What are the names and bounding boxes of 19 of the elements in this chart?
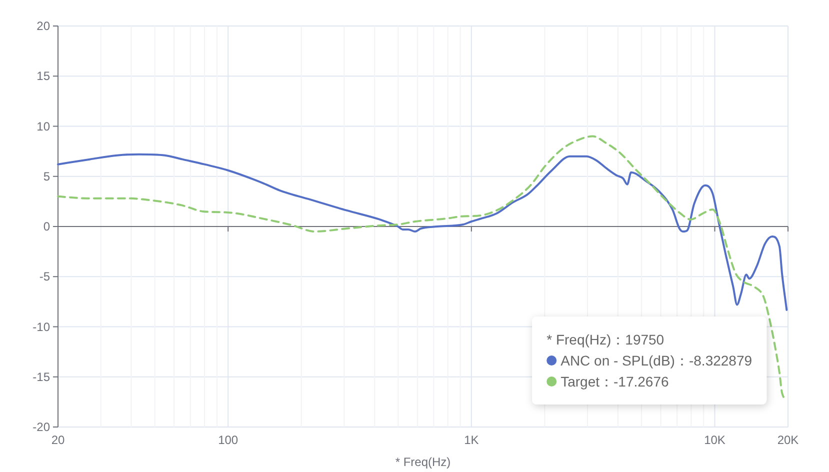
annotation: ：-17.2676 [600,374,670,390]
legend-label: Target [560,374,600,390]
x-tick-label: 20K [777,433,799,447]
x-tick-label: 1K [464,433,479,447]
y-tick-label: 15 [36,69,50,84]
y-tick-label: -10 [32,320,50,334]
y-tick-label: -5 [39,270,50,284]
legend-title: * Freq(Hz)：19750 [546,332,664,348]
legend-label: ANC on - SPL(dB) [560,352,675,368]
annotation: ：-8.322879 [674,352,752,368]
y-tick-label: 5 [43,169,50,184]
y-tick-label: -15 [32,370,50,384]
x-tick-label: 10K [704,433,726,447]
x-tick-label: 100 [218,433,238,447]
x-axis-title: * Freq(Hz) [395,455,451,469]
y-tick-label: 0 [43,220,50,234]
y-tick-label: -20 [32,420,50,434]
y-tick-label: 10 [36,119,50,134]
y-tick-label: 20 [36,19,50,33]
